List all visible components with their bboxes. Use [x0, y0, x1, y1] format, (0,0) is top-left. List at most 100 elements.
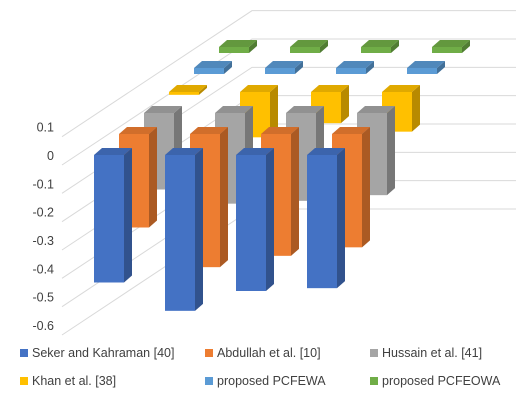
legend-swatch	[370, 349, 378, 357]
bar-top	[336, 61, 374, 68]
legend-label: Khan et al. [38]	[32, 374, 117, 388]
bar-top	[219, 40, 257, 47]
legend-item-seker: Seker and Kahraman [40]	[20, 346, 205, 360]
bar	[361, 40, 399, 53]
bar-side	[366, 61, 374, 74]
bar-side	[391, 40, 399, 53]
bar	[94, 148, 132, 283]
y-tick-label: -0.2	[32, 206, 54, 220]
legend-label: Abdullah et al. [10]	[217, 346, 321, 360]
legend-item-pcfewa: proposed PCFEWA	[205, 374, 370, 388]
bar-top	[240, 85, 278, 92]
legend-swatch	[205, 349, 213, 357]
legend-swatch	[20, 377, 28, 385]
bar-side	[195, 148, 203, 311]
bar-top	[361, 40, 399, 47]
bar-side	[291, 127, 299, 256]
chart-area: 0.1 0 -0.1 -0.2 -0.3 -0.4 -0.5 -0.6	[32, 10, 516, 336]
y-tick-label: -0.3	[32, 234, 54, 248]
bar-side	[437, 61, 445, 74]
bar-top	[94, 148, 132, 155]
bar-front	[336, 68, 366, 74]
bar-side	[412, 85, 420, 132]
bar	[236, 148, 274, 291]
bar-side	[266, 148, 274, 291]
bar-front	[432, 47, 462, 53]
bar-top	[190, 127, 228, 134]
legend-label: Seker and Kahraman [40]	[32, 346, 175, 360]
bar-top	[144, 106, 182, 113]
bar-top	[215, 106, 253, 113]
bar-front	[94, 155, 124, 283]
legend-item-hussain: Hussain et al. [41]	[370, 346, 510, 360]
legend-item-abdullah: Abdullah et al. [10]	[205, 346, 370, 360]
bar-front	[361, 47, 391, 53]
y-tick-label: -0.6	[32, 319, 54, 333]
bar-side	[199, 85, 207, 95]
bar-front	[290, 47, 320, 53]
bar-front	[165, 155, 195, 311]
bar	[165, 148, 203, 311]
bar	[432, 40, 470, 53]
bar-top	[290, 40, 328, 47]
bar	[290, 40, 328, 53]
bar	[407, 61, 445, 74]
bar-side	[149, 127, 157, 228]
bar-side	[341, 85, 349, 124]
legend-label: Hussain et al. [41]	[382, 346, 483, 360]
bar-side	[249, 40, 257, 53]
bar-top	[265, 61, 303, 68]
bar-top	[407, 61, 445, 68]
bar-front	[236, 155, 266, 291]
gridline	[61, 38, 516, 166]
bar-side	[387, 106, 395, 196]
bar	[336, 61, 374, 74]
legend-item-khan: Khan et al. [38]	[20, 374, 205, 388]
bar-top	[307, 148, 345, 155]
bar-top	[357, 106, 395, 113]
bar-side	[270, 85, 278, 138]
y-tick-label: -0.5	[32, 291, 54, 305]
bar-top	[332, 127, 370, 134]
y-tick-label: -0.4	[32, 262, 54, 276]
bar-top	[432, 40, 470, 47]
y-tick-label: 0.1	[37, 121, 54, 135]
legend-label: proposed PCFEWA	[217, 374, 326, 388]
bar	[357, 106, 395, 196]
bar-front	[265, 68, 295, 74]
bar	[265, 61, 303, 74]
bar-front	[219, 47, 249, 53]
bar-side	[362, 127, 370, 248]
bar	[169, 85, 207, 95]
bar-side	[462, 40, 470, 53]
bars	[94, 40, 470, 311]
bar-side	[220, 127, 228, 268]
bar-top	[194, 61, 232, 68]
y-axis: 0.1 0 -0.1 -0.2 -0.3 -0.4 -0.5 -0.6	[32, 121, 54, 333]
legend-label: proposed PCFEOWA	[382, 374, 501, 388]
legend: Seker and Kahraman [40] Abdullah et al. …	[20, 346, 510, 388]
bar-side	[124, 148, 132, 283]
bar-top	[169, 85, 207, 92]
legend-swatch	[205, 377, 213, 385]
bar	[194, 61, 232, 74]
legend-swatch	[370, 377, 378, 385]
gridline	[61, 10, 516, 138]
y-tick-label: -0.1	[32, 177, 54, 191]
bar-top	[236, 148, 274, 155]
bar-side	[295, 61, 303, 74]
bar-side	[320, 40, 328, 53]
bar-front	[169, 92, 199, 95]
bar	[307, 148, 345, 289]
bar-front	[194, 68, 224, 74]
bar-top	[165, 148, 203, 155]
bar	[219, 40, 257, 53]
bar-front	[307, 155, 337, 289]
legend-item-pcfeowa: proposed PCFEOWA	[370, 374, 510, 388]
y-tick-label: 0	[47, 149, 54, 163]
bar-side	[224, 61, 232, 74]
bar-side	[337, 148, 345, 289]
bar-top	[261, 127, 299, 134]
bar-front	[407, 68, 437, 74]
bar-top	[119, 127, 157, 134]
